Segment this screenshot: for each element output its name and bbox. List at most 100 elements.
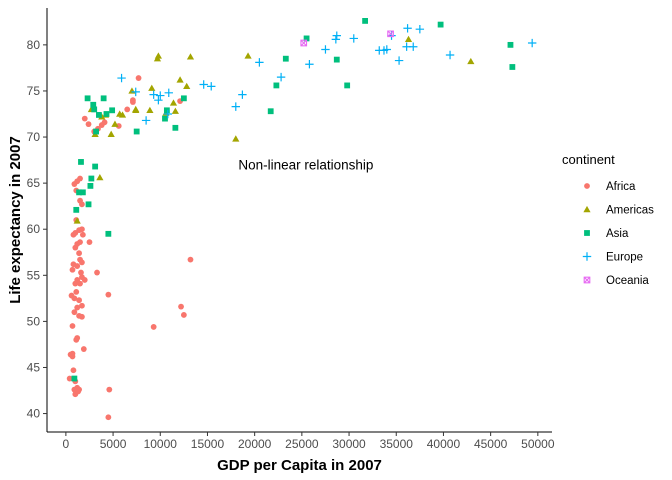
africa-point [105,414,112,421]
africa-point [76,297,82,304]
africa-point [124,106,131,113]
africa-point [75,388,82,395]
y-tick-label: 45 [27,360,41,374]
africa-point [71,309,78,316]
x-tick-label: 20000 [238,437,272,451]
asia-point [90,101,97,108]
europe-point [164,88,173,97]
europe-point [409,42,418,51]
africa-point [74,263,81,269]
europe-point [321,45,330,54]
legend-key-americas [583,205,591,213]
africa-point [69,266,76,273]
asia-point [91,106,98,113]
asia-point [509,64,516,70]
africa-point [77,239,83,246]
americas-point [183,82,191,90]
europe-point [231,102,240,111]
africa-point [94,269,100,276]
africa-point [78,269,84,276]
asia-point [76,189,82,196]
asia-point [133,128,140,135]
africa-point [79,231,86,238]
legend-label: Asia [606,228,629,240]
legend-key-oceania [583,276,591,284]
africa-point [85,121,92,128]
legend-key-africa [584,183,590,189]
asia-point [333,56,340,63]
americas-point [171,107,179,114]
americas-point [132,105,140,113]
africa-point [129,99,136,105]
africa-point [77,280,83,287]
asia-point [71,375,78,382]
europe-point [141,116,151,125]
europe-point [394,56,404,65]
africa-point [105,291,112,298]
asia-point [92,163,99,170]
x-tick-label: 35000 [380,437,414,451]
africa-point [79,259,85,266]
africa-point [74,304,81,311]
y-tick-label: 40 [27,407,41,421]
legend-key-europe [582,252,592,261]
chart-annotation: Non-linear relationship [238,158,373,173]
asia-point [303,35,310,42]
x-axis-ticks: 0 5000 10000 15000 20000 25000 30000 35000 40000… [63,432,555,451]
asia-point [78,159,84,165]
africa-point [106,386,113,393]
oceania-point [387,30,394,38]
europe-point [199,80,208,89]
x-tick-label: 30000 [332,437,366,451]
asia-point [273,82,280,89]
asia-point [93,128,99,135]
africa-point [79,313,85,320]
americas-point [107,130,115,137]
americas-point [244,52,252,59]
asia-point [105,230,112,237]
americas-point [467,57,475,65]
europe-point [255,58,264,67]
points-layer [66,18,537,421]
europe-point [332,31,341,40]
y-tick-label: 80 [27,38,41,52]
americas-point [169,99,178,106]
americas-point [232,135,240,142]
europe-point [349,34,358,43]
asia-point [103,111,110,117]
africa-point [187,256,194,263]
x-tick-label: 50000 [521,437,555,451]
africa-point [81,277,88,283]
americas-point [176,76,184,83]
asia-point [437,21,444,28]
asia-point [163,107,170,114]
legend: continent Africa Americas Asia Europe Oceani… [562,152,654,287]
asia-point [109,107,116,114]
americas-point [96,174,104,181]
asia-point [344,82,351,89]
x-tick-label: 45000 [474,437,508,451]
africa-point [150,324,157,330]
europe-point [276,72,286,82]
asia-point [172,124,179,131]
europe-point [131,87,140,97]
americas-point [128,87,136,94]
europe-point [305,60,314,69]
europe-point [527,38,537,48]
europe-point [156,91,165,100]
europe-point [403,24,412,33]
africa-point [79,302,85,309]
asia-point [267,108,274,115]
asia-point [85,201,92,208]
asia-point [96,112,102,118]
x-tick-label: 10000 [144,437,178,451]
asia-point [79,189,86,196]
asia-point [87,182,94,189]
americas-point [146,106,154,114]
asia-point [100,95,107,102]
y-axis-ticks: 40 45 50 55 60 65 70 75 80 [27,38,47,421]
legend-title: continent [562,152,615,167]
americas-point [186,53,195,60]
americas-point [73,217,81,224]
